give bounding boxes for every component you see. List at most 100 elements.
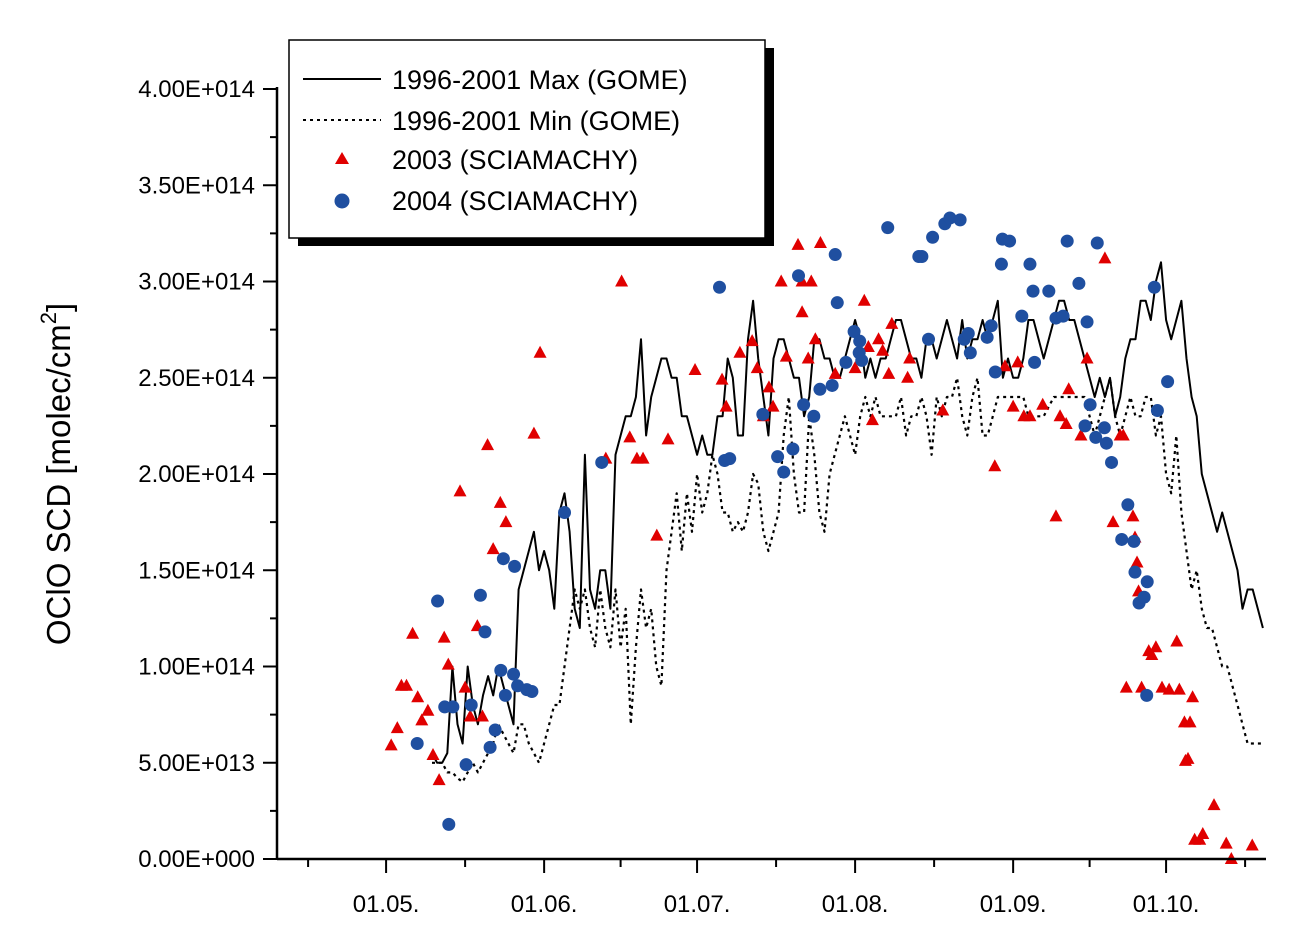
data-point-2004 xyxy=(1083,398,1097,412)
y-tick-label: 2.00E+014 xyxy=(138,461,255,488)
data-point-2003 xyxy=(493,495,507,508)
data-point-2004 xyxy=(464,698,478,712)
data-point-2003 xyxy=(415,713,429,726)
data-point-2004 xyxy=(881,221,895,235)
data-point-2004 xyxy=(508,559,522,573)
data-point-2003 xyxy=(1172,682,1186,695)
data-point-2004 xyxy=(442,817,456,831)
data-point-2004 xyxy=(1097,421,1111,435)
data-point-2003 xyxy=(762,380,776,393)
data-point-2003 xyxy=(458,680,472,693)
data-point-2004 xyxy=(943,211,957,225)
data-point-2003 xyxy=(406,626,420,639)
data-point-2003 xyxy=(998,359,1012,372)
data-point-2004 xyxy=(847,325,861,339)
data-point-2003 xyxy=(901,370,915,383)
data-point-2003 xyxy=(481,438,495,451)
data-point-2004 xyxy=(1099,436,1113,450)
data-point-2003 xyxy=(636,451,650,464)
data-point-2004 xyxy=(777,465,791,479)
data-point-2004 xyxy=(984,319,998,333)
data-point-2003 xyxy=(745,334,759,347)
data-point-2003 xyxy=(623,430,637,443)
data-point-2004 xyxy=(988,365,1002,379)
data-point-2004 xyxy=(1137,590,1151,604)
data-point-2004 xyxy=(926,230,940,244)
data-point-2003 xyxy=(1219,836,1233,849)
y-tick-label: 5.00E+013 xyxy=(138,750,255,777)
data-point-2004 xyxy=(525,685,539,699)
data-point-2004 xyxy=(1015,309,1029,323)
data-point-2004 xyxy=(1147,280,1161,294)
data-point-2003 xyxy=(426,748,440,761)
data-point-2004 xyxy=(1072,276,1086,290)
data-point-2003 xyxy=(390,721,404,734)
data-point-2003 xyxy=(661,432,675,445)
data-point-2004 xyxy=(496,552,510,566)
data-point-2004 xyxy=(723,452,737,466)
data-point-2003 xyxy=(463,709,477,722)
data-point-2003 xyxy=(795,305,809,318)
data-point-2004 xyxy=(853,334,867,348)
data-point-2004 xyxy=(1042,284,1056,298)
data-point-2003 xyxy=(861,339,875,352)
data-point-2003 xyxy=(1145,647,1159,660)
data-point-2003 xyxy=(411,690,425,703)
data-point-2004 xyxy=(1140,688,1154,702)
data-point-2003 xyxy=(791,237,805,250)
legend-label-2003: 2003 (SCIAMACHY) xyxy=(392,145,638,175)
data-point-2004 xyxy=(1028,355,1042,369)
data-point-2004 xyxy=(792,269,806,283)
data-point-2003 xyxy=(437,630,451,643)
data-point-2003 xyxy=(1116,428,1130,441)
data-point-2003 xyxy=(1183,715,1197,728)
data-point-2003 xyxy=(857,293,871,306)
data-point-2004 xyxy=(855,353,869,367)
data-point-2003 xyxy=(828,366,842,379)
data-point-2003 xyxy=(733,345,747,358)
data-point-2004 xyxy=(994,257,1008,271)
data-point-2004 xyxy=(431,594,445,608)
data-point-2003 xyxy=(1080,351,1094,364)
data-point-2004 xyxy=(1023,257,1037,271)
y-tick-label: 3.00E+014 xyxy=(138,269,255,296)
data-point-2003 xyxy=(453,484,467,497)
data-point-2003 xyxy=(688,363,702,376)
data-point-2004 xyxy=(963,346,977,360)
data-point-2003 xyxy=(1053,409,1067,422)
y-tick-label: 0.00E+000 xyxy=(138,846,255,873)
data-point-2004 xyxy=(494,663,508,677)
data-point-2003 xyxy=(882,366,896,379)
data-point-2003 xyxy=(1119,680,1133,693)
data-point-2003 xyxy=(1178,753,1192,766)
data-point-2003 xyxy=(1155,680,1169,693)
data-point-2004 xyxy=(1121,498,1135,512)
data-point-2003 xyxy=(936,403,950,416)
data-point-2004 xyxy=(1090,236,1104,250)
y-axis-title: OClO SCD [molec/cm2] xyxy=(36,303,77,645)
data-point-2003 xyxy=(1098,251,1112,264)
data-point-2003 xyxy=(1049,509,1063,522)
data-point-2003 xyxy=(1149,640,1163,653)
data-point-2004 xyxy=(980,330,994,344)
data-point-2003 xyxy=(499,515,513,528)
data-point-2003 xyxy=(650,528,664,541)
data-point-2004 xyxy=(1128,565,1142,579)
data-point-2003 xyxy=(848,361,862,374)
legend-triangle-icon xyxy=(335,152,349,164)
data-point-2004 xyxy=(1105,455,1119,469)
data-point-2003 xyxy=(1196,826,1210,839)
data-point-2004 xyxy=(1060,234,1074,248)
data-point-2004 xyxy=(922,332,936,346)
data-point-2003 xyxy=(1023,409,1037,422)
data-point-2004 xyxy=(807,409,821,423)
data-point-2003 xyxy=(1036,397,1050,410)
data-point-2004 xyxy=(713,280,727,294)
data-point-2004 xyxy=(1161,375,1175,389)
data-point-2003 xyxy=(1126,509,1140,522)
data-point-2004 xyxy=(488,723,502,737)
data-point-2003 xyxy=(421,703,435,716)
data-point-2003 xyxy=(1059,416,1073,429)
data-point-2004 xyxy=(478,625,492,639)
